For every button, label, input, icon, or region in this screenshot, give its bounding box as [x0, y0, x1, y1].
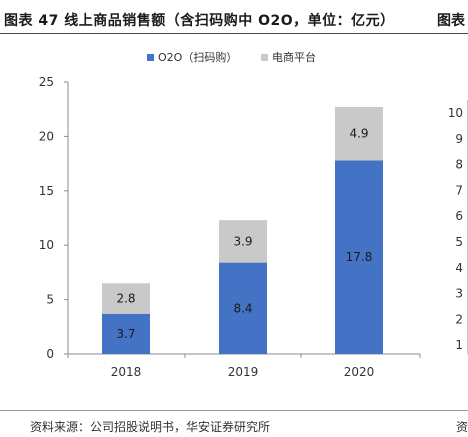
- bar-2018-o2o: [102, 313, 150, 354]
- bar-2020-o2o: [335, 160, 383, 354]
- bar-2019-o2o: [219, 262, 267, 354]
- next-figure-title-fragment: 图表: [437, 13, 465, 29]
- right-fragment-tick-label: 5: [455, 235, 463, 249]
- source-note: 资料来源：公司招股说明书，华安证券研究所: [30, 420, 271, 434]
- y-tick-label: 20: [39, 129, 54, 143]
- right-fragment-tick-label: 6: [455, 209, 463, 223]
- right-fragment-tick-label: 10: [448, 106, 463, 120]
- x-tick-label: 2019: [228, 365, 259, 379]
- y-tick-label: 10: [39, 238, 54, 252]
- title-divider: [0, 33, 468, 34]
- data-label: 3.9: [233, 234, 252, 248]
- data-label: 2.8: [116, 292, 135, 306]
- y-tick-label: 25: [39, 75, 54, 89]
- y-tick-label: 15: [39, 184, 54, 198]
- source-divider: [0, 410, 468, 411]
- bar-2018-ecommerce: [102, 283, 150, 314]
- data-label: 4.9: [349, 127, 368, 141]
- x-tick-label: 2020: [344, 365, 375, 379]
- y-tick-label: 0: [46, 347, 54, 361]
- figure-title-bar: 图表 47 线上商品销售额（含扫码购中 O2O，单位：亿元） 图表: [0, 0, 468, 34]
- data-label: 17.8: [346, 250, 373, 264]
- right-fragment-tick-label: 9: [455, 132, 463, 146]
- right-fragment-tick-label: 7: [455, 183, 463, 197]
- right-fragment-tick-label: 4: [455, 261, 463, 275]
- data-label: 3.7: [116, 327, 135, 341]
- right-fragment-tick-label: 1: [455, 338, 463, 352]
- legend-swatch-0: [147, 54, 154, 61]
- bar-2019-ecommerce: [219, 220, 267, 263]
- bar-2020-ecommerce: [335, 107, 383, 161]
- x-tick-label: 2018: [111, 365, 142, 379]
- right-fragment-tick-label: 3: [455, 287, 463, 301]
- figure-title: 图表 47 线上商品销售额（含扫码购中 O2O，单位：亿元）: [4, 13, 395, 29]
- data-label: 8.4: [233, 301, 252, 315]
- right-fragment-tick-label: 2: [455, 312, 463, 326]
- next-source-fragment: 资: [456, 420, 468, 434]
- y-tick-label: 5: [46, 293, 54, 307]
- legend-label-0: O2O（扫码购）: [158, 50, 237, 64]
- legend-swatch-1: [261, 54, 268, 61]
- stacked-bar-chart: O2O（扫码购） 电商平台05101520253.72.820188.43.920…: [39, 50, 468, 379]
- legend-label-1: 电商平台: [272, 50, 316, 64]
- right-fragment-tick-label: 8: [455, 158, 463, 172]
